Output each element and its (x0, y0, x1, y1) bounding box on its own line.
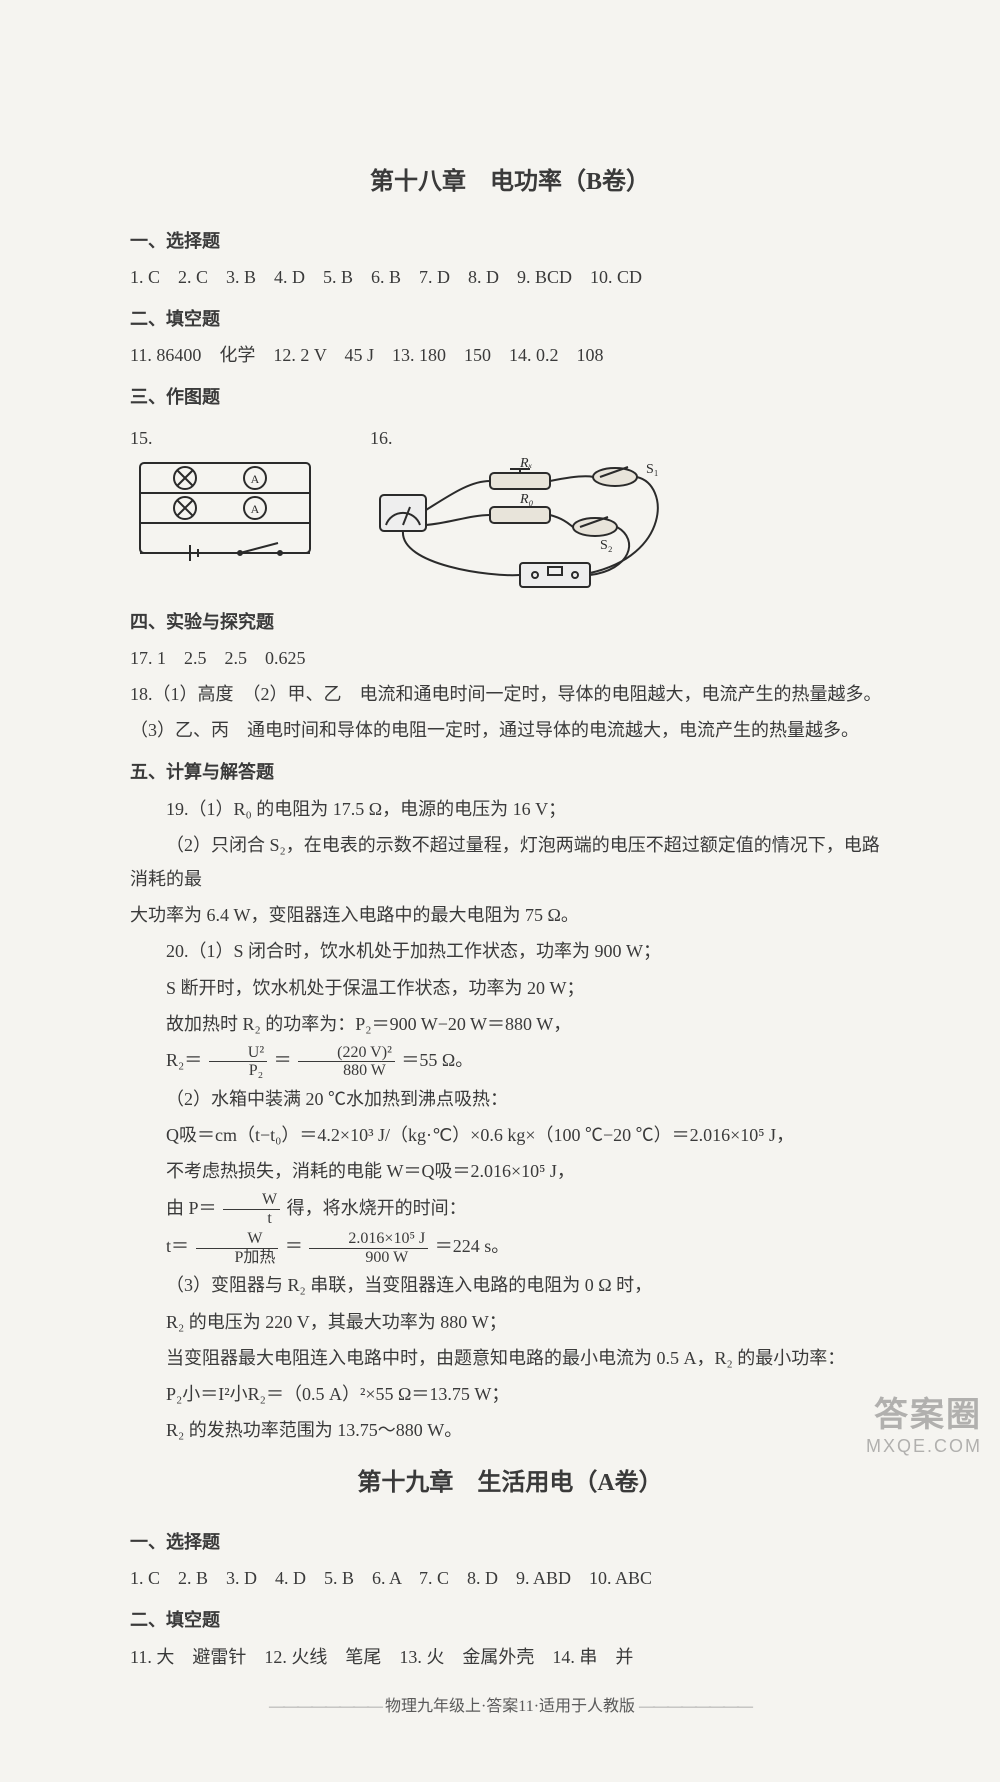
eq1-frac2: (220 V)²880 W (298, 1044, 395, 1080)
svg-text:A: A (251, 472, 260, 486)
q15-block: 15. (130, 421, 320, 565)
q20-10: P₂小＝I²小R₂＝（0.5 A）²×55 Ω＝13.75 W； (130, 1377, 890, 1411)
circuit-diagram-15: A A (130, 455, 320, 565)
label-rx: Rₓ (519, 456, 533, 471)
circuit-diagram-16: Rₓ R₀ S₁ S₂ (370, 455, 690, 595)
watermark: 答案圈 MXQE.COM (866, 1387, 982, 1457)
eq2-pre: 由 P＝ (166, 1198, 217, 1218)
watermark-en: MXQE.COM (866, 1436, 982, 1457)
q20-11: R₂ 的发热功率范围为 13.75～880 W。 (130, 1413, 890, 1447)
q20-1: 20.（1）S 闭合时，饮水机处于加热工作状态，功率为 900 W； (130, 934, 890, 968)
footer-dash-right: ———————— (639, 1698, 751, 1715)
q17: 17. 1 2.5 2.5 0.625 (130, 641, 890, 675)
eq2-frac: Wt (223, 1191, 280, 1227)
label-s1: S₁ (646, 462, 659, 477)
eq2-post: 得，将水烧开的时间： (287, 1198, 467, 1218)
sec1-heading: 一、选择题 (130, 224, 890, 258)
footer-dash-left: ———————— (269, 1698, 381, 1715)
c19-sec1-answers: 1. C 2. B 3. D 4. D 5. B 6. A 7. C 8. D … (130, 1561, 890, 1595)
q20-eq2: 由 P＝ Wt 得，将水烧开的时间： (130, 1191, 890, 1228)
q16-block: 16. (370, 421, 690, 595)
c19-sec2-heading: 二、填空题 (130, 1603, 890, 1637)
q20-9: 当变阻器最大电阻连入电路中时，由题意知电路的最小电流为 0.5 A，R₂ 的最小… (130, 1341, 890, 1375)
eq3-frac2: 2.016×10⁵ J900 W (309, 1230, 428, 1266)
sec4-heading: 四、实验与探究题 (130, 605, 890, 639)
q19-1: 19.（1）R₀ 的电阻为 17.5 Ω，电源的电压为 16 V； (130, 792, 890, 826)
q16-label: 16. (370, 428, 393, 448)
q20-2: S 断开时，饮水机处于保温工作状态，功率为 20 W； (130, 971, 890, 1005)
diagram-row: 15. (130, 421, 890, 595)
q18-1: 18.（1）高度 （2）甲、乙 电流和通电时间一定时，导体的电阻越大，电流产生的… (130, 677, 890, 711)
q20-3: 故加热时 R₂ 的功率为：P₂＝900 W−20 W＝880 W， (130, 1007, 890, 1041)
eq1-pre: R₂＝ (166, 1050, 202, 1070)
sec2-answers: 11. 86400 化学 12. 2 V 45 J 13. 180 150 14… (130, 338, 890, 372)
page-content: 第十八章 电功率（B卷） 一、选择题 1. C 2. C 3. B 4. D 5… (0, 0, 1000, 1782)
q20-4: （2）水箱中装满 20 ℃水加热到沸点吸热： (130, 1082, 890, 1116)
page-footer: ———————— 物理九年级上·答案11·适用于人教版 ———————— (130, 1692, 890, 1722)
label-r0: R₀ (519, 492, 534, 507)
q20-8: R₂ 的电压为 220 V，其最大功率为 880 W； (130, 1305, 890, 1339)
q19-2b: 大功率为 6.4 W，变阻器连入电路中的最大电阻为 75 Ω。 (130, 898, 890, 932)
eq3-pre: t＝ (166, 1236, 189, 1256)
sec3-heading: 三、作图题 (130, 380, 890, 414)
eq1-post: ＝55 Ω。 (401, 1050, 473, 1070)
eq3-mid: ＝ (285, 1236, 303, 1256)
q20-5: Q吸＝cm（t−t₀）＝4.2×10³ J/（kg·℃）×0.6 kg×（100… (130, 1118, 890, 1152)
q19-2a: （2）只闭合 S₂，在电表的示数不超过量程，灯泡两端的电压不超过额定值的情况下，… (130, 828, 890, 896)
q20-eq1: R₂＝ U²P₂ ＝ (220 V)²880 W ＝55 Ω。 (130, 1043, 890, 1080)
q20-7: （3）变阻器与 R₂ 串联，当变阻器连入电路的电阻为 0 Ω 时， (130, 1268, 890, 1302)
eq3-frac1: WP加热 (196, 1230, 279, 1266)
label-s2: S₂ (600, 538, 613, 553)
q20-6: 不考虑热损失，消耗的电能 W＝Q吸＝2.016×10⁵ J， (130, 1154, 890, 1188)
watermark-cn: 答案圈 (866, 1387, 982, 1436)
eq1-frac1: U²P₂ (209, 1044, 267, 1080)
svg-text:A: A (251, 502, 260, 516)
q20-eq3: t＝ WP加热 ＝ 2.016×10⁵ J900 W ＝224 s。 (130, 1229, 890, 1266)
sec2-heading: 二、填空题 (130, 302, 890, 336)
c19-sec2-answers: 11. 大 避雷针 12. 火线 笔尾 13. 火 金属外壳 14. 串 并 (130, 1640, 890, 1674)
chapter-18-title: 第十八章 电功率（B卷） (130, 160, 890, 206)
q18-3: （3）乙、丙 通电时间和导体的电阻一定时，通过导体的电流越大，电流产生的热量越多… (130, 713, 890, 747)
sec5-heading: 五、计算与解答题 (130, 755, 890, 789)
q15-label: 15. (130, 428, 153, 448)
chapter-19-title: 第十九章 生活用电（A卷） (130, 1461, 890, 1507)
footer-text: 物理九年级上·答案11·适用于人教版 (385, 1698, 635, 1715)
eq3-post: ＝224 s。 (435, 1236, 510, 1256)
eq1-mid: ＝ (274, 1050, 292, 1070)
sec1-answers: 1. C 2. C 3. B 4. D 5. B 6. B 7. D 8. D … (130, 260, 890, 294)
c19-sec1-heading: 一、选择题 (130, 1525, 890, 1559)
